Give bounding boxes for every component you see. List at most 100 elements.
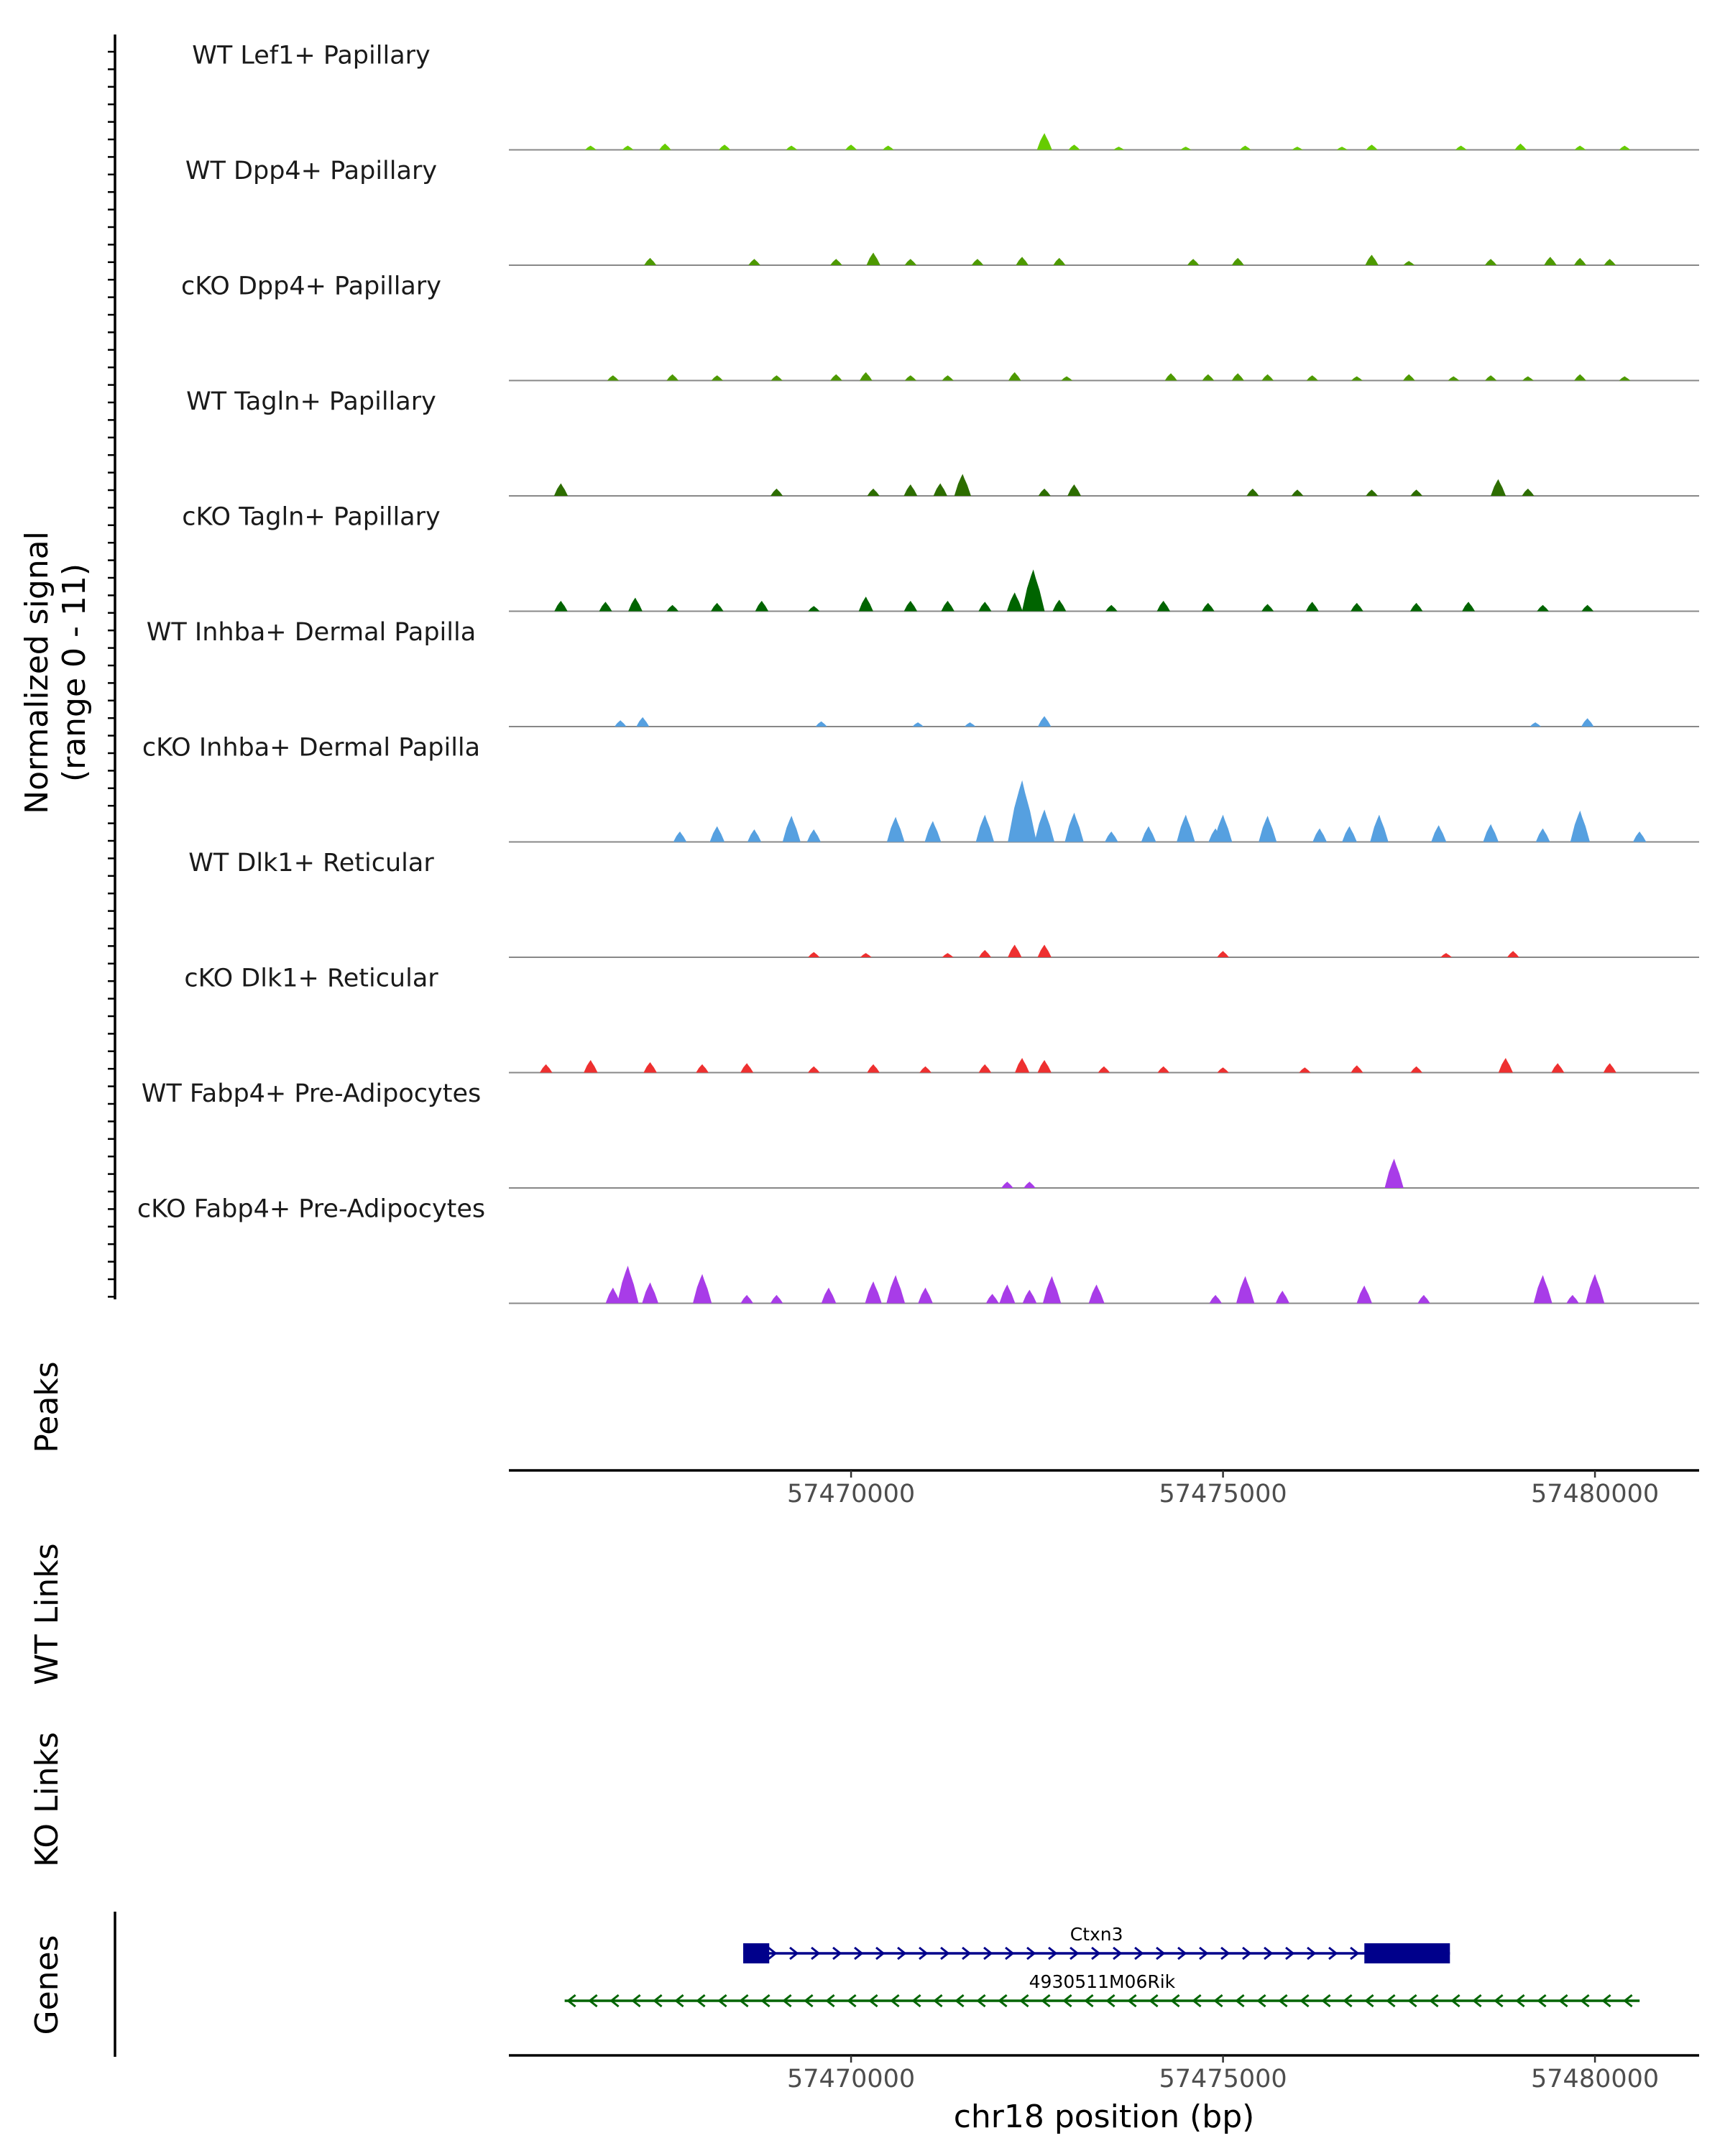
x-tick-label: 57475000 [1159,2065,1287,2093]
signal-peak [1157,1066,1170,1073]
signal-peak [941,600,954,612]
signal-peak [1370,814,1389,842]
strand-arrow [760,1994,770,2008]
signal-peak [1088,1284,1105,1304]
strand-arrow [1113,1946,1123,1961]
strand-arrow [1300,1994,1310,2008]
strand-arrow [696,1994,706,2008]
strand-arrow [911,1994,921,2008]
track-10: cKO Fabp4+ Pre-Adipocytes [137,1195,1699,1304]
signal-peak [1530,722,1542,727]
signal-peak [918,1287,933,1304]
signal-peak [942,375,954,381]
signal-peak [882,145,894,150]
signal-peak [1299,1067,1311,1073]
signal-peak [1015,1058,1030,1073]
strand-arrow [1601,1994,1611,2008]
signal-peak [770,1294,783,1304]
ylabel-line-1: Normalized signal [19,531,55,814]
strand-arrow [782,1994,792,2008]
strand-arrow [1256,1994,1266,2008]
signal-peak [886,1275,906,1304]
signal-peak [696,1064,709,1073]
signal-peak [1533,1275,1552,1304]
signal-peak [1259,816,1277,842]
signal-peak [1052,599,1067,612]
strand-arrow [1494,1994,1504,2008]
signal-peak [1038,488,1051,496]
signal-peak [1403,261,1415,265]
track-3: WT Tagln+ Papillary [186,387,1699,497]
signal-peak [971,259,984,265]
signal-peak [903,600,918,612]
signal-peak [1105,604,1118,612]
signal-peak [1024,1181,1036,1188]
signal-peak [830,374,842,381]
signal-peak [1498,1058,1513,1073]
strand-arrow [1070,1946,1080,1961]
signal-peak [1291,489,1304,496]
strand-arrow [566,1994,576,2008]
strand-arrow [854,1946,864,1961]
track-6: cKO Inhba+ Dermal Papilla [142,734,1699,843]
signal-peak [933,483,947,496]
signal-peak [666,374,679,381]
track-label: cKO Fabp4+ Pre-Adipocytes [137,1195,485,1224]
signal-peak [1485,375,1497,381]
strand-arrow [1429,1994,1439,2008]
strand-arrow [875,1946,886,1961]
peaks-x-ticks: 57470000 57475000 57480000 [787,1470,1659,1508]
signal-peak [1581,604,1594,612]
signal-peak [622,145,634,150]
signal-peak [1231,373,1244,381]
strand-arrow [1558,1994,1568,2008]
signal-peak [1187,259,1200,265]
signal-peak [1008,372,1021,381]
gene-name: Ctxn3 [1070,1924,1123,1945]
signal-peak [1544,257,1557,265]
signal-peak [1261,374,1274,381]
track-label: WT Tagln+ Papillary [186,387,436,416]
strand-arrow [1213,1994,1223,2008]
signal-peak [643,1061,657,1073]
signal-peak [1351,1065,1363,1073]
signal-peak [1574,145,1586,150]
strand-arrow [1091,1946,1101,1961]
signal-peak [1514,143,1527,150]
signal-peak [1261,604,1274,612]
signal-peak [636,717,650,727]
signal-peak [1068,144,1080,150]
x-axis-title: chr18 position (bp) [954,2099,1255,2135]
signal-peak [1462,602,1476,612]
strand-arrow [847,1994,857,2008]
signal-peak [770,375,783,381]
exon [1364,1943,1450,1963]
signal-peak [808,952,820,957]
signal-peak [1455,145,1467,150]
signal-peak [1141,826,1156,842]
signal-peak [1113,147,1125,150]
ko-links-panel-label: KO Links [29,1732,65,1867]
strand-arrow [1580,1994,1590,2008]
signal-peak [584,1060,598,1073]
strand-arrow [983,1946,993,1961]
signal-peak [1209,1294,1223,1304]
signal-peak [978,949,991,957]
strand-arrow [674,1994,684,2008]
signal-peak [1410,489,1423,496]
signal-peak [747,829,762,842]
strand-arrow [1515,1994,1525,2008]
signal-peak [711,602,724,612]
signal-peak [942,953,954,957]
signal-peak [1202,374,1215,381]
track-4: cKO Tagln+ Papillary [182,503,1699,612]
signal-peak [673,831,687,842]
track-label: cKO Dpp4+ Papillary [181,272,441,301]
signal-peak [806,829,821,842]
signal-peak [1491,479,1506,496]
signal-peak [584,145,597,150]
signal-peak [1403,374,1415,381]
strand-arrow [631,1994,641,2008]
signal-peak [1292,147,1303,150]
